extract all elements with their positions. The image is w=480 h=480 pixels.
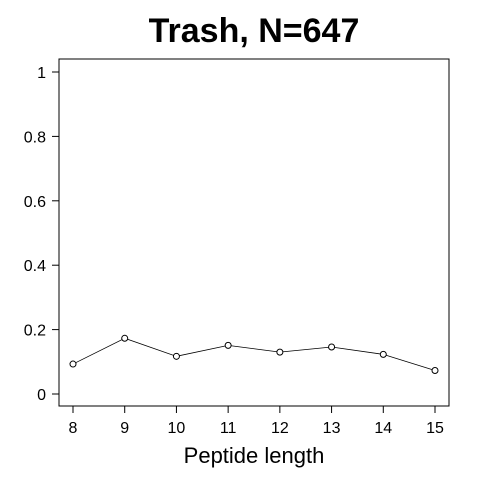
data-point: [172, 352, 180, 360]
y-tick-label: 0: [37, 387, 46, 404]
series-line: [72, 337, 436, 371]
data-point: [121, 334, 129, 342]
x-tick-label: 14: [374, 420, 392, 437]
data-point: [328, 343, 336, 351]
data-point: [224, 341, 232, 349]
data-point: [276, 348, 284, 356]
x-tick-label: 12: [271, 420, 289, 437]
chart-title: Trash, N=647: [149, 12, 360, 50]
data-point: [379, 350, 387, 358]
x-tick-label: 9: [120, 420, 129, 437]
y-tick-label: 0.4: [24, 258, 46, 275]
plot-frame: [58, 58, 450, 407]
x-axis-label: Peptide length: [184, 443, 325, 468]
y-tick-label: 0.2: [24, 323, 46, 340]
data-point: [69, 360, 77, 368]
x-tick-label: 10: [168, 420, 186, 437]
x-axis: 8 9 10 11 12 13 14 15: [69, 406, 444, 437]
data-points: [69, 334, 439, 374]
data-point: [431, 366, 439, 374]
y-tick-label: 1: [37, 65, 46, 82]
x-tick-label: 15: [426, 420, 444, 437]
x-tick-label: 8: [69, 420, 78, 437]
y-tick-label: 0.6: [24, 194, 46, 211]
y-axis: 0 0.2 0.4 0.6 0.8 1: [24, 65, 59, 404]
x-tick-label: 13: [323, 420, 341, 437]
x-tick-label: 11: [220, 420, 237, 437]
y-tick-label: 0.8: [24, 129, 46, 146]
